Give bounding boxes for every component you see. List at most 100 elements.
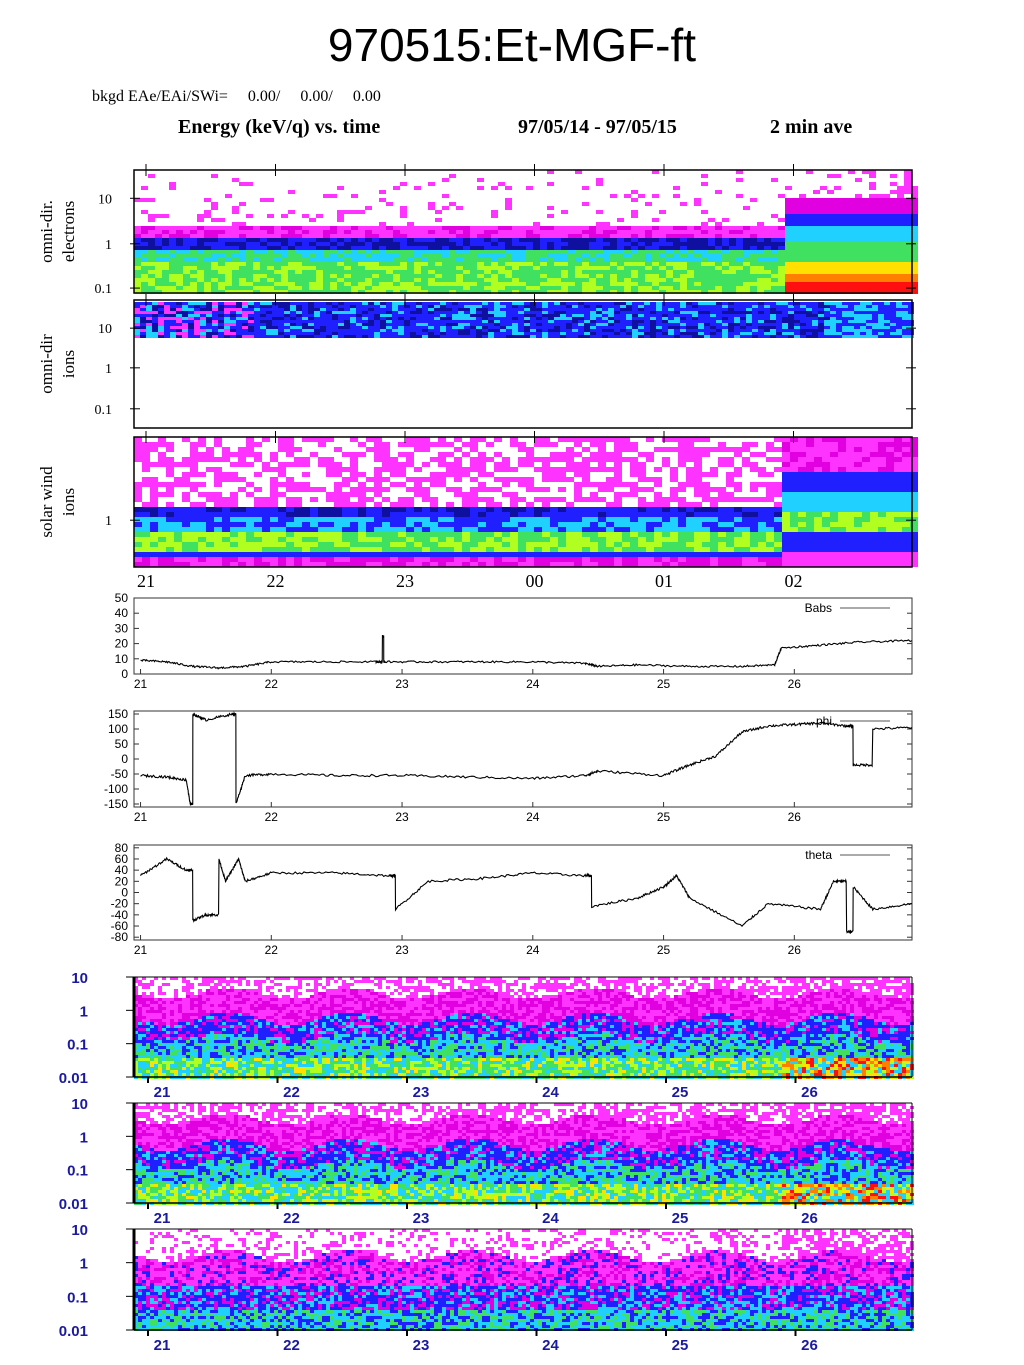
spectrum-panel-1-x-tick-label-4: 25 — [672, 1084, 689, 1101]
theta-panel-frame — [133, 844, 913, 941]
ion-panel-frame — [133, 299, 913, 429]
babs-panel-x-tick-label-1: 22 — [265, 677, 279, 691]
babs-panel-series-line — [140, 635, 913, 670]
phi-panel-x-tick-label-3: 24 — [526, 810, 540, 824]
spectrum-panel-2-spectrogram — [134, 1103, 914, 1205]
theta-panel-x-tick-label-4: 25 — [657, 943, 671, 957]
babs-panel-y-tick-label-4: 10 — [115, 652, 129, 666]
spectrum-panel-1-y-tick-label-0: 10 — [71, 970, 88, 987]
solar-wind-spectrogram — [134, 437, 918, 567]
phi-panel-y-tick-label-5: -100 — [104, 782, 128, 796]
babs-panel-y-tick-label-0: 50 — [115, 591, 129, 605]
phi-panel-x-tick-label-4: 25 — [657, 810, 671, 824]
phi-panel-legend-label: phi — [816, 714, 832, 728]
electron-y-tick-label-1: 1 — [105, 238, 112, 253]
phi-panel-x-tick-label-1: 22 — [265, 810, 279, 824]
solar-wind-panel-frame — [133, 436, 913, 568]
babs-panel-x-tick-label-0: 21 — [134, 677, 148, 691]
babs-panel-y-tick-label-3: 20 — [115, 637, 129, 651]
spectrum-panel-1-y-tick-label-2: 0.1 — [67, 1037, 88, 1054]
ion-spectrogram — [134, 302, 914, 338]
theta-panel-x-tick-label-2: 23 — [395, 943, 409, 957]
babs-panel-legend-label: Babs — [805, 601, 832, 615]
spectrum-panel-2-x-tick-label-2: 23 — [413, 1210, 430, 1227]
spectrum-panel-3-y-tick-label-1: 1 — [80, 1256, 88, 1273]
phi-panel-x-tick-label-2: 23 — [395, 810, 409, 824]
theta-panel-y-tick-label-1: 60 — [115, 852, 129, 866]
theta-panel-y-tick-label-4: 0 — [121, 886, 128, 900]
babs-panel-x-tick-label-5: 26 — [788, 677, 802, 691]
ion-y-tick-label-2: 0.1 — [95, 403, 113, 418]
theta-panel-y-tick-label-8: -80 — [111, 930, 129, 944]
solar-wind-y-tick-label-0: 1 — [105, 514, 112, 529]
spectrum-panel-2-x-tick-label-0: 21 — [154, 1210, 171, 1227]
solar-wind-x-tick-label-5: 02 — [785, 571, 803, 591]
theta-panel-x-tick-label-1: 22 — [265, 943, 279, 957]
solar-wind-ylabel-line1: solar wind — [37, 466, 56, 538]
spectrum-panel-2-y-tick-label-0: 10 — [71, 1096, 88, 1113]
spectrum-panel-3-x-tick-label-5: 26 — [801, 1337, 818, 1354]
spectrum-panel-3-y-tick-label-3: 0.01 — [59, 1323, 88, 1340]
spectrum-panel-2-x-tick-label-5: 26 — [801, 1210, 818, 1227]
spectrum-panel-3-x-tick-label-0: 21 — [154, 1337, 171, 1354]
header-quantity: Energy (keV/q) vs. time — [178, 116, 380, 139]
spectrum-panel-2-y-tick-label-1: 1 — [80, 1129, 88, 1146]
page-title: 970515:Et-MGF-ft — [0, 18, 1024, 72]
babs-panel-x-tick-label-2: 23 — [395, 677, 409, 691]
spectrum-panel-3-y-tick-label-2: 0.1 — [67, 1289, 88, 1306]
electron-y-tick-label-2: 0.1 — [95, 282, 113, 297]
solar-wind-x-tick-label-2: 23 — [396, 571, 414, 591]
phi-panel-x-tick-label-5: 26 — [788, 810, 802, 824]
phi-panel-y-tick-label-2: 50 — [115, 737, 129, 751]
phi-panel-y-tick-label-6: -150 — [104, 797, 128, 811]
babs-panel-x-tick-label-4: 25 — [657, 677, 671, 691]
header-date-range: 97/05/14 - 97/05/15 — [518, 116, 677, 139]
electron-y-tick-label-0: 10 — [98, 192, 112, 207]
babs-panel-y-tick-label-5: 0 — [121, 667, 128, 681]
electron-ylabel-line1: omni-dir. — [37, 200, 56, 263]
spectrum-panel-1-x-tick-label-3: 24 — [542, 1084, 559, 1101]
babs-panel-x-tick-label-3: 24 — [526, 677, 540, 691]
spectrum-panel-3-y-tick-label-0: 10 — [71, 1222, 88, 1239]
babs-panel-y-tick-label-1: 40 — [115, 606, 129, 620]
theta-panel-series-line — [140, 856, 913, 935]
ion-ylabel-line1: omni-dir — [37, 334, 56, 394]
spectrum-panel-1-x-tick-label-1: 22 — [283, 1084, 300, 1101]
electron-spectrogram — [134, 170, 918, 294]
phi-panel-y-tick-label-3: 0 — [121, 752, 128, 766]
solar-wind-ylabel-line2: ions — [59, 488, 78, 516]
theta-panel-y-tick-label-2: 40 — [115, 863, 129, 877]
spectrum-panel-1-x-tick-label-2: 23 — [413, 1084, 430, 1101]
babs-panel-frame — [133, 597, 913, 675]
spectrogram-header: Energy (keV/q) vs. time 97/05/14 - 97/05… — [178, 116, 898, 208]
solar-wind-x-tick-label-3: 00 — [526, 571, 544, 591]
spectrum-panel-3-x-tick-label-2: 23 — [413, 1337, 430, 1354]
spectrum-panel-3-x-tick-label-1: 22 — [283, 1337, 300, 1354]
ion-ylabel-line2: ions — [59, 350, 78, 378]
phi-panel-y-tick-label-1: 100 — [108, 722, 128, 736]
theta-panel-y-tick-label-0: 80 — [115, 841, 129, 855]
spectrum-panel-1-x-tick-label-0: 21 — [154, 1084, 171, 1101]
spectrum-panel-3-x-tick-label-3: 24 — [542, 1337, 559, 1354]
theta-panel-x-tick-label-0: 21 — [134, 943, 148, 957]
electron-panel-frame — [133, 169, 913, 294]
background-label: bkgd EAe/EAi/SWi= 0.00/ 0.00/ 0.00 — [92, 88, 381, 106]
phi-panel-y-tick-label-4: -50 — [111, 767, 129, 781]
theta-panel-y-tick-label-5: -20 — [111, 897, 129, 911]
spectrum-panel-2-x-tick-label-4: 25 — [672, 1210, 689, 1227]
solar-wind-x-tick-label-4: 01 — [655, 571, 673, 591]
ion-y-tick-label-0: 10 — [98, 322, 112, 337]
spectrum-panel-1-x-tick-label-5: 26 — [801, 1084, 818, 1101]
theta-panel-y-tick-label-3: 20 — [115, 874, 129, 888]
spectrum-panel-3-x-tick-label-4: 25 — [672, 1337, 689, 1354]
solar-wind-x-tick-label-0: 21 — [137, 571, 155, 591]
spectrum-panel-1-y-tick-label-1: 1 — [80, 1003, 88, 1020]
ion-y-tick-label-1: 1 — [105, 362, 112, 377]
theta-panel-y-tick-label-7: -60 — [111, 919, 129, 933]
solar-wind-x-tick-label-1: 22 — [267, 571, 285, 591]
spectrum-panel-2-x-tick-label-3: 24 — [542, 1210, 559, 1227]
theta-panel-x-tick-label-5: 26 — [788, 943, 802, 957]
spectrum-panel-2-y-tick-label-2: 0.1 — [67, 1163, 88, 1180]
theta-panel-y-tick-label-6: -40 — [111, 908, 129, 922]
spectrum-panel-2-x-tick-label-1: 22 — [283, 1210, 300, 1227]
